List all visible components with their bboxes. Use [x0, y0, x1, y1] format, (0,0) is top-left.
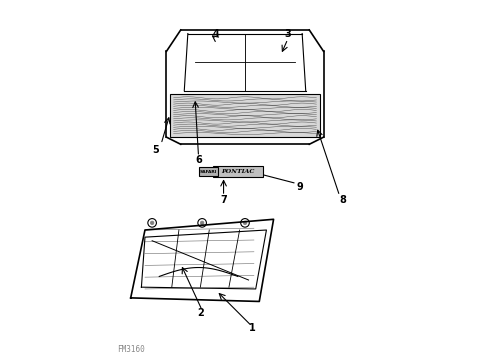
- Text: 8: 8: [340, 195, 346, 204]
- Circle shape: [243, 221, 247, 225]
- Text: 1: 1: [249, 323, 255, 333]
- Circle shape: [150, 221, 154, 225]
- FancyBboxPatch shape: [198, 167, 218, 176]
- FancyBboxPatch shape: [170, 94, 320, 137]
- Text: 5: 5: [152, 145, 159, 155]
- Text: SAFARI: SAFARI: [199, 170, 217, 174]
- Text: PONTIAC: PONTIAC: [221, 169, 254, 174]
- Text: 9: 9: [297, 182, 304, 192]
- Text: 4: 4: [213, 28, 220, 39]
- Text: 3: 3: [285, 28, 291, 39]
- Text: 2: 2: [197, 308, 204, 318]
- Text: FM3160: FM3160: [117, 345, 145, 354]
- Text: 6: 6: [195, 156, 202, 165]
- Text: 7: 7: [220, 195, 227, 204]
- Circle shape: [200, 221, 204, 225]
- FancyBboxPatch shape: [213, 166, 263, 177]
